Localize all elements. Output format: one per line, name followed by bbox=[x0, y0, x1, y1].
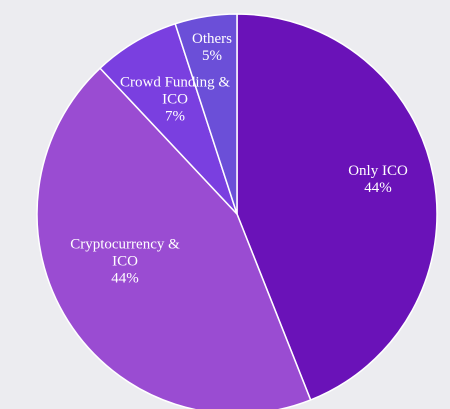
value-label: 7% bbox=[165, 108, 185, 125]
slice-label: Crowd Funding & ICO 7% bbox=[115, 75, 235, 126]
slice-label: Others 5% bbox=[177, 31, 247, 65]
slice-label: Only ICO 44% bbox=[323, 163, 433, 197]
value-label: 44% bbox=[111, 270, 139, 287]
pie-slice bbox=[236, 13, 438, 401]
category-label: Others bbox=[192, 31, 232, 47]
pie-slice bbox=[174, 13, 238, 215]
value-label: 44% bbox=[364, 180, 392, 196]
category-label: Crowd Funding & ICO bbox=[119, 74, 230, 108]
slice-label: Cryptocurrency & ICO 44% bbox=[63, 237, 188, 288]
category-label: Cryptocurrency & ICO bbox=[70, 236, 180, 270]
category-label: Only ICO bbox=[348, 163, 408, 179]
value-label: 5% bbox=[202, 48, 222, 64]
pie-slice bbox=[36, 67, 312, 409]
